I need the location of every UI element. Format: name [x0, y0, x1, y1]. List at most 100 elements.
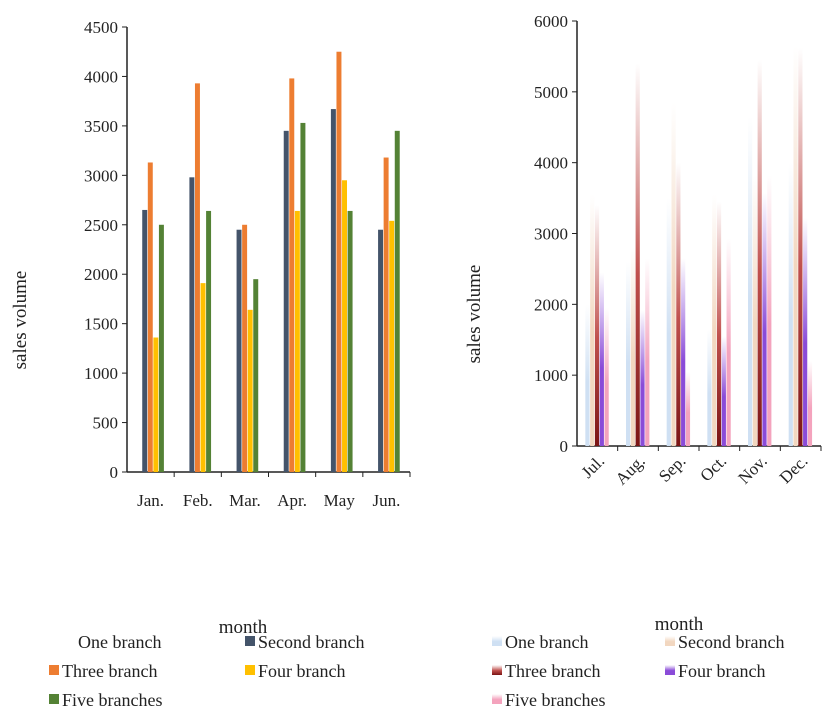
legend-label: Three branch	[505, 661, 600, 681]
bar-five-branches-aug	[645, 258, 650, 446]
bar-one-branch-nov	[748, 116, 753, 446]
y-axis-title: sales volume	[10, 271, 31, 370]
x-tick-label: Jul.	[578, 451, 608, 481]
bar-one-branch-sep	[666, 198, 671, 446]
bar-three-branch-apr	[289, 78, 295, 472]
x-axis-title: month	[219, 617, 268, 638]
x-tick-label: Nov.	[734, 451, 770, 487]
bar-three-branch-may	[336, 51, 342, 472]
legend-swatch	[245, 636, 255, 646]
bar-five-branches-mar	[253, 279, 259, 472]
legend-label: Four branch	[258, 661, 345, 681]
y-tick-label: 4000	[534, 154, 568, 173]
bar-four-branch-oct	[721, 336, 726, 446]
bar-four-branch-mar	[247, 309, 253, 472]
bar-five-branches-jan	[158, 224, 164, 472]
y-tick-label: 1000	[84, 364, 118, 383]
bar-three-branch-sep	[676, 162, 681, 446]
bar-second-branch-jan	[142, 209, 148, 472]
legend-swatch	[245, 665, 255, 675]
x-tick-label: Jun.	[372, 491, 400, 510]
x-tick-label: Jan.	[137, 491, 164, 510]
x-tick-label: Feb.	[183, 491, 213, 510]
y-tick-label: 3000	[84, 166, 118, 185]
bar-three-branch-feb	[194, 83, 200, 472]
legend-swatch	[49, 694, 59, 704]
bar-four-branch-aug	[640, 310, 645, 446]
bar-four-branch-may	[342, 180, 347, 472]
bar-second-branch-jul	[590, 194, 595, 446]
legend-swatch	[492, 665, 502, 675]
x-tick-label: Aug.	[612, 451, 649, 488]
x-tick-label: May	[324, 491, 356, 510]
bar-three-branch-jan	[147, 162, 153, 472]
bar-second-branch-dec	[793, 45, 798, 447]
bar-second-branch-mar	[236, 229, 242, 472]
bar-four-branch-nov	[762, 193, 767, 446]
bar-three-branch-dec	[798, 47, 803, 447]
y-tick-label: 500	[93, 414, 119, 433]
bar-five-branches-oct	[726, 238, 731, 446]
bar-one-branch-jul	[585, 304, 590, 446]
y-tick-label: 3500	[84, 117, 118, 136]
bar-five-branches-sep	[685, 371, 691, 446]
y-axis-title: sales volume	[464, 265, 485, 364]
x-tick-label: Oct.	[696, 451, 730, 485]
bar-second-branch-sep	[671, 102, 676, 446]
bar-three-branch-oct	[716, 201, 722, 446]
bar-five-branches-nov	[767, 175, 772, 446]
bar-four-branch-feb	[200, 283, 206, 472]
bar-three-branch-jul	[594, 205, 600, 446]
bar-five-branches-apr	[300, 122, 306, 472]
x-tick-label: Mar.	[229, 491, 261, 510]
legend-label: One branch	[505, 632, 588, 652]
bar-three-branch-mar	[242, 224, 248, 472]
bar-four-branch-jan	[153, 337, 159, 472]
bar-four-branch-sep	[681, 258, 686, 446]
bar-second-branch-jun	[378, 229, 384, 472]
bar-second-branch-may	[330, 109, 336, 473]
bar-four-branch-dec	[803, 217, 808, 446]
bar-three-branch-aug	[635, 63, 640, 446]
bar-second-branch-oct	[712, 194, 717, 446]
x-tick-label: Dec.	[776, 451, 812, 487]
bar-five-branches-jul	[604, 307, 609, 446]
bar-five-branches-may	[347, 210, 353, 472]
bar-three-branch-jun	[383, 157, 389, 473]
legend-swatch	[492, 694, 502, 704]
y-tick-label: 2000	[84, 265, 118, 284]
chart-second-half: 0 1000 2000 3000 4000 5000 6000 Jul. Aug. Sep. Oct…	[464, 12, 822, 710]
x-axis-title: month	[655, 614, 704, 635]
legend-label: Five branches	[505, 690, 605, 710]
bar-five-branches-jun	[394, 130, 400, 473]
bar-second-branch-apr	[283, 130, 289, 473]
bar-five-branches-dec	[807, 361, 813, 446]
bar-four-branch-jun	[389, 220, 395, 472]
legend-swatch	[665, 665, 675, 675]
y-tick-label: 1000	[534, 366, 568, 385]
bar-second-branch-nov	[752, 175, 758, 446]
y-tick-label: 0	[110, 463, 119, 482]
legend-swatch	[492, 636, 502, 646]
legend-label: Five branches	[62, 690, 162, 710]
legend-label: Four branch	[678, 661, 765, 681]
bar-second-branch-aug	[630, 247, 636, 446]
y-tick-label: 0	[560, 437, 569, 456]
y-tick-label: 5000	[534, 83, 568, 102]
bar-one-branch-dec	[788, 162, 793, 446]
bar-one-branch-oct	[707, 329, 712, 446]
legend-label: Three branch	[62, 661, 157, 681]
chart-first-half: 0 500 1000 1500 2000 2500 3000 3500 4000 4500 Jan.…	[10, 18, 411, 710]
bar-four-branch-apr	[294, 210, 300, 472]
legend-label: Second branch	[258, 632, 364, 652]
y-tick-label: 2500	[84, 216, 118, 235]
bar-one-branch-aug	[626, 261, 631, 446]
y-tick-label: 2000	[534, 295, 568, 314]
bar-four-branch-jul	[599, 272, 604, 446]
bar-five-branches-feb	[206, 210, 212, 472]
legend-label: One branch	[78, 632, 161, 652]
y-tick-label: 3000	[534, 225, 568, 244]
y-tick-label: 1500	[84, 315, 118, 334]
bar-three-branch-nov	[757, 59, 762, 446]
